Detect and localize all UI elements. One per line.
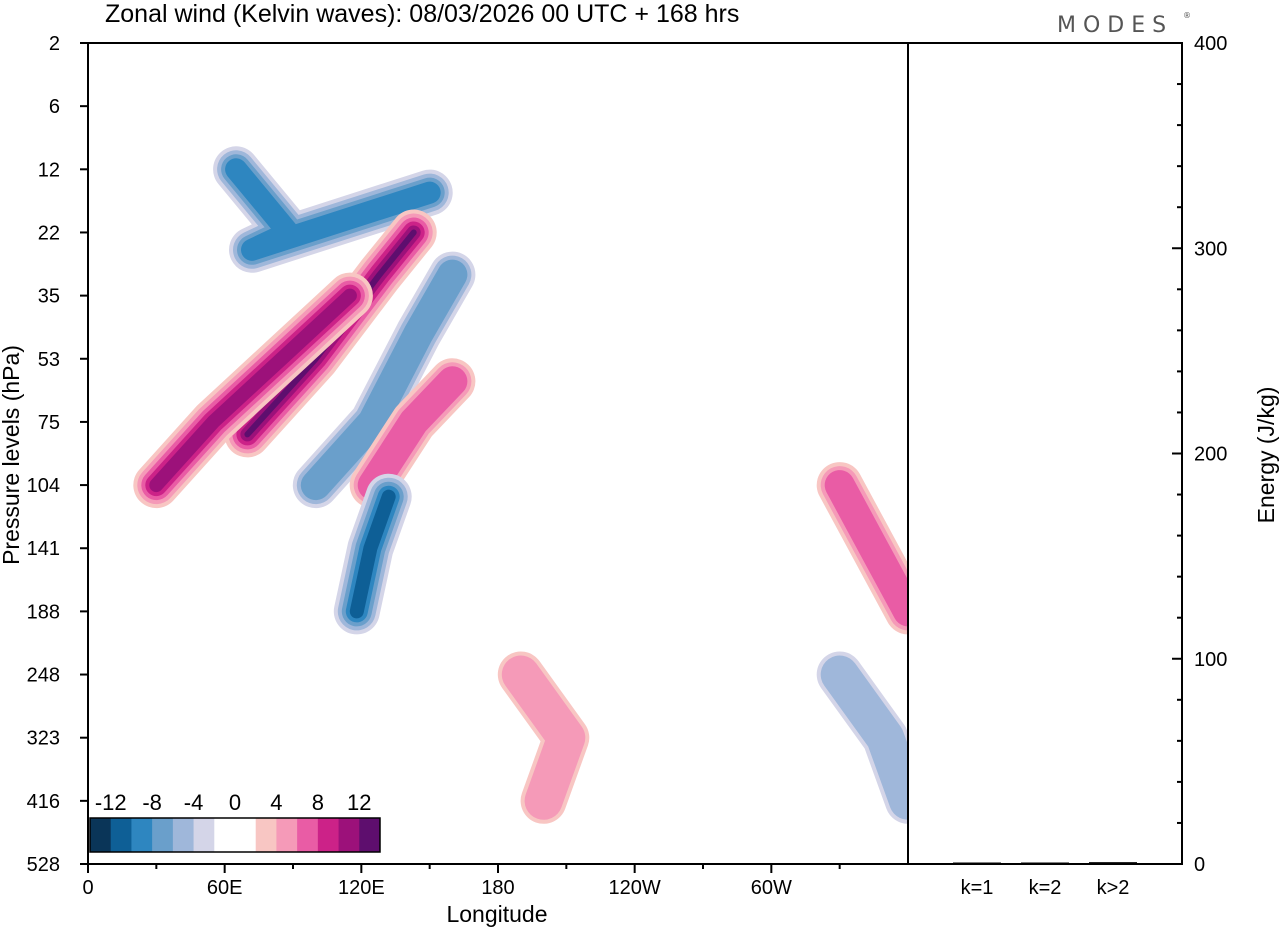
colorbar-label-4: 4: [270, 790, 282, 815]
energy-frame: [907, 42, 1183, 865]
y-tick-label-323: 323: [27, 728, 60, 750]
red-patch-dateline-level-4: [501, 655, 586, 820]
y-tick-label-12: 12: [38, 159, 60, 181]
colorbar-legend: -12 -8 -4 0 4 8 12: [89, 790, 381, 853]
colorbar-swatch-8: [255, 818, 277, 852]
y-tick-label-22: 22: [38, 222, 60, 244]
y-tick-label-141: 141: [27, 538, 60, 560]
colorbar-label--12: -12: [95, 790, 127, 815]
pressure-axis: 2 6 12 22 35 53 75 104 141 188 248 323 416 528: [27, 33, 88, 876]
x-axis-label: Longitude: [446, 901, 547, 927]
y-tick-label-248: 248: [27, 665, 60, 687]
chart-title: Zonal wind (Kelvin waves): 08/03/2026 00…: [105, 0, 739, 28]
y-tick-label-75: 75: [38, 412, 60, 434]
y-tick-label-188: 188: [27, 601, 60, 623]
colorbar-swatch-7: [235, 818, 257, 852]
x-tick-label-120W: 120W: [609, 877, 661, 899]
colorbar-swatch-13: [359, 818, 381, 852]
red-streak-lower-level-10: [149, 288, 357, 493]
energy-bar-k=2: [1021, 862, 1069, 864]
colorbar-swatch-6: [214, 818, 236, 852]
red-patch-east-level-6: [824, 470, 908, 627]
colorbar-label--4: -4: [184, 790, 204, 815]
wind-contours: [133, 146, 908, 824]
logo-registered-mark: ®: [1183, 11, 1191, 20]
colorbar-swatch-10: [297, 818, 319, 852]
energy-bar-k=1: [953, 862, 1001, 864]
energy-axis-label: Energy (J/kg): [1253, 387, 1279, 524]
y-tick-label-35: 35: [38, 286, 60, 308]
y-tick-label-6: 6: [49, 96, 60, 118]
y-tick-label-2: 2: [49, 33, 60, 55]
y-tick-label-53: 53: [38, 349, 60, 371]
y-tick-label-416: 416: [27, 791, 60, 813]
energy-category-label-k=1: k=1: [961, 877, 994, 899]
energy-tick-label-100: 100: [1194, 649, 1227, 671]
colorbar-swatch-5: [193, 818, 215, 852]
colorbar-swatch-9: [276, 818, 298, 852]
y-tick-label-528: 528: [27, 854, 60, 876]
energy-category-label-k>2: k>2: [1097, 877, 1130, 899]
x-tick-label-60W: 60W: [751, 877, 792, 899]
x-tick-label-120E: 120E: [338, 877, 385, 899]
colorbar-label-0: 0: [229, 790, 241, 815]
y-tick-label-104: 104: [27, 475, 60, 497]
blue-streak-middle-level-6: [300, 259, 468, 501]
colorbar-label--8: -8: [142, 790, 162, 815]
colorbar-swatch-2: [131, 818, 153, 852]
energy-tick-label-400: 400: [1194, 33, 1227, 55]
colorbar-swatch-11: [317, 818, 340, 852]
colorbar-swatch-3: [152, 818, 174, 852]
x-tick-label-0: 0: [82, 877, 93, 899]
red-streak-middle-level-6: [357, 366, 468, 501]
energy-tick-label-300: 300: [1194, 238, 1227, 260]
energy-tick-label-200: 200: [1194, 444, 1227, 466]
blue-core-lower-level-10: [349, 489, 396, 619]
energy-tick-label-0: 0: [1194, 854, 1205, 876]
colorbar-label-12: 12: [347, 790, 371, 815]
y-axis-label: Pressure levels (hPa): [0, 345, 24, 565]
energy-bar-k>2: [1089, 862, 1137, 864]
hovmoller-panel: 2 6 12 22 35 53 75 104 141 188 248 323 416 528 0 60E 12…: [0, 33, 909, 927]
x-tick-label-180: 180: [481, 877, 514, 899]
blue-streak-upper-level-8: [225, 158, 441, 261]
x-tick-label-60E: 60E: [207, 877, 243, 899]
longitude-axis: 0 60E 120E 180 120W 60W: [82, 864, 841, 899]
colorbar-swatch-12: [338, 818, 360, 852]
colorbar-swatch-4: [172, 818, 195, 852]
colorbar-frame: [89, 817, 381, 853]
blue-patch-east-level-4: [820, 655, 908, 820]
colorbar-label-8: 8: [312, 790, 324, 815]
colorbar-swatch-1: [110, 818, 132, 852]
modes-logo: MODES: [1057, 13, 1173, 38]
energy-panel: k=1 k=2 k>2 0 100 200 300 400 Energy (J/kg): [907, 33, 1279, 899]
energy-bars: k=1 k=2 k>2: [953, 862, 1137, 899]
energy-category-label-k=2: k=2: [1029, 877, 1062, 899]
energy-axis: 0 100 200 300 400: [1172, 33, 1227, 876]
colorbar-swatch-0: [90, 818, 112, 852]
